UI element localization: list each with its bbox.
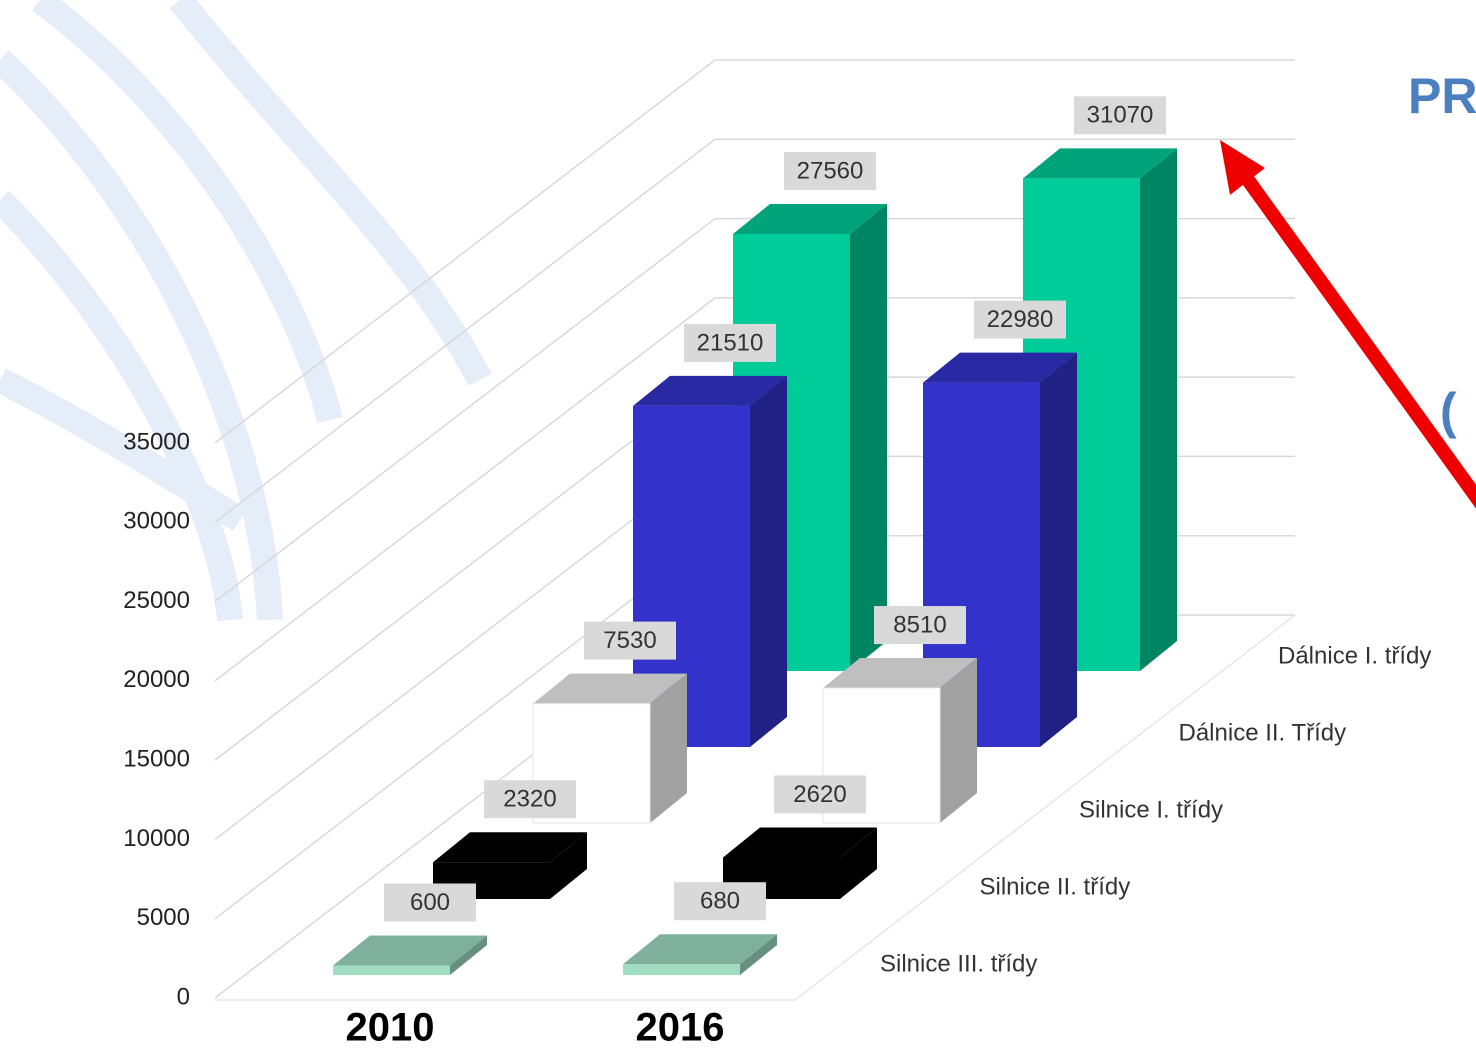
labels: 0 5000 10000 15000 20000 25000 30000 35000 2010 2… xyxy=(123,96,1431,1050)
bar xyxy=(623,934,777,975)
series-label: Dálnice II. Třídy xyxy=(1179,719,1347,746)
x-tick-label: 2016 xyxy=(636,1006,725,1050)
grid-line xyxy=(214,138,1295,523)
value-label-box xyxy=(774,775,866,814)
grid-line xyxy=(214,59,1295,444)
y-tick-label: 10000 xyxy=(123,825,190,852)
bars xyxy=(333,148,1177,975)
value-label: 31070 xyxy=(1087,102,1154,129)
y-tick-label: 15000 xyxy=(123,745,190,772)
value-label-box xyxy=(584,621,676,660)
bar xyxy=(333,935,487,975)
value-label-box xyxy=(874,606,966,645)
value-label-box xyxy=(384,883,476,922)
bar-top xyxy=(433,832,587,863)
bar-side xyxy=(840,827,877,899)
series-label: Silnice III. třídy xyxy=(880,950,1037,977)
value-label-box xyxy=(974,300,1066,339)
value-label-box xyxy=(784,151,876,190)
bar-side xyxy=(550,832,587,899)
y-tick-label: 20000 xyxy=(123,666,190,693)
bar-top xyxy=(623,934,777,965)
value-label-box xyxy=(484,780,576,819)
bar-side xyxy=(1140,148,1177,671)
bar-top xyxy=(333,935,487,966)
annotation: PR xyxy=(1408,68,1476,124)
value-label: 7530 xyxy=(603,627,656,654)
value-label-box xyxy=(674,882,766,921)
y-tick-label: 30000 xyxy=(123,508,190,535)
value-label: 680 xyxy=(700,888,740,915)
bar-front xyxy=(333,965,450,975)
value-label: 600 xyxy=(410,889,450,916)
bar-front xyxy=(623,964,740,975)
value-label: 22980 xyxy=(987,306,1054,333)
y-tick-label: 35000 xyxy=(123,428,190,455)
bar-top xyxy=(823,658,977,689)
value-label: 8510 xyxy=(893,611,946,638)
bar-side xyxy=(450,935,487,975)
bar-top xyxy=(1023,148,1177,179)
series-label: Silnice II. třídy xyxy=(980,873,1131,900)
series-label: Dálnice I. třídy xyxy=(1278,642,1431,669)
bar-top xyxy=(733,203,887,234)
value-label: 2620 xyxy=(793,781,846,808)
bar-side xyxy=(1040,352,1077,747)
value-label: 21510 xyxy=(697,329,764,356)
y-tick-label: 0 xyxy=(177,983,190,1010)
bar-top xyxy=(533,673,687,704)
bar xyxy=(822,658,977,824)
floor-edge xyxy=(794,614,1296,1001)
bar-side xyxy=(750,375,787,747)
red-arrow xyxy=(1220,140,1476,509)
x-tick-label: 2010 xyxy=(346,1006,435,1050)
arrow-shaft xyxy=(1242,175,1476,509)
value-label-box xyxy=(684,323,776,362)
bar-side xyxy=(940,658,977,823)
value-label: 27560 xyxy=(797,157,864,184)
bar-top xyxy=(633,375,787,406)
floor xyxy=(215,614,1296,1001)
bar-top xyxy=(723,827,877,858)
y-tick-label: 25000 xyxy=(123,587,190,614)
bar-side xyxy=(850,203,887,671)
bar-top xyxy=(923,352,1077,383)
value-label-box xyxy=(1074,96,1166,135)
y-tick-label: 5000 xyxy=(137,904,190,931)
background-decoration xyxy=(0,0,492,622)
arrow-head xyxy=(1220,140,1265,195)
bar-side xyxy=(650,673,687,823)
series-label: Silnice I. třídy xyxy=(1079,796,1223,823)
annotation: ( xyxy=(1440,383,1457,439)
value-label: 2320 xyxy=(503,786,556,813)
bar-side xyxy=(740,934,777,975)
